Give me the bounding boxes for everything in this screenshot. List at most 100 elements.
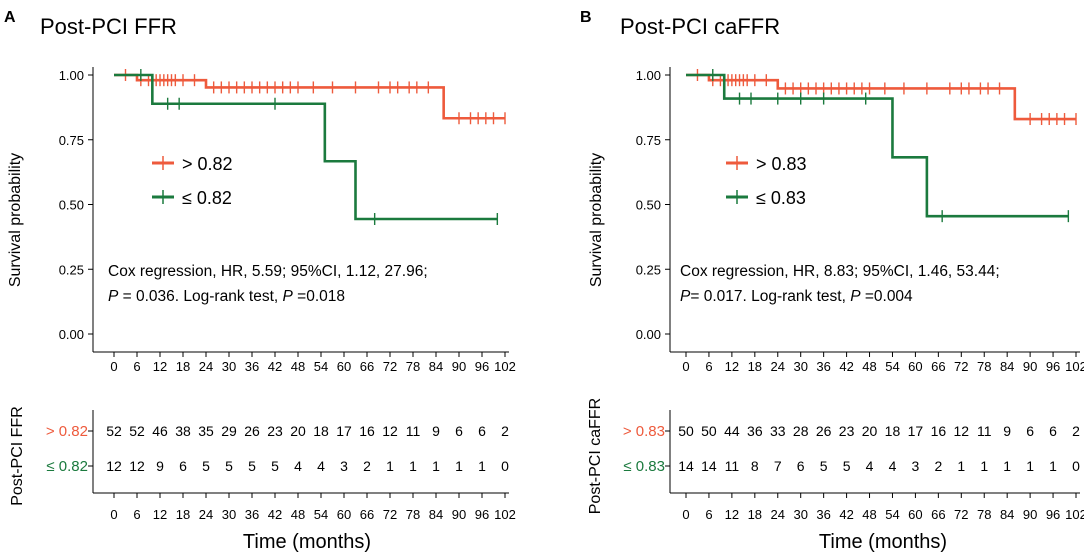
risk-x-tick-label: 18 [748, 507, 762, 522]
x-tick-label: 96 [1046, 359, 1060, 374]
risk-count: 1 [957, 458, 965, 474]
risk-count: 9 [156, 458, 164, 474]
risk-count: 5 [271, 458, 279, 474]
risk-row-label-high: > 0.83 [623, 423, 665, 440]
x-tick-label: 102 [494, 359, 516, 374]
x-tick-label: 6 [133, 359, 140, 374]
risk-count: 23 [839, 423, 855, 439]
risk-count: 17 [336, 423, 352, 439]
risk-count: 5 [225, 458, 233, 474]
x-tick-label: 78 [406, 359, 420, 374]
x-tick-label: 60 [908, 359, 922, 374]
risk-count: 14 [701, 458, 717, 474]
x-tick-label: 102 [1065, 359, 1084, 374]
risk-count: 5 [843, 458, 851, 474]
risk-count: 1 [478, 458, 486, 474]
risk-x-tick-label: 60 [337, 507, 351, 522]
x-tick-label: 0 [110, 359, 117, 374]
x-tick-label: 12 [725, 359, 739, 374]
risk-count: 11 [406, 423, 421, 439]
risk-count: 5 [202, 458, 210, 474]
risk-count: 12 [382, 423, 398, 439]
risk-count: 29 [221, 423, 237, 439]
risk-count: 1 [455, 458, 463, 474]
risk-x-tick-label: 18 [176, 507, 190, 522]
risk-x-tick-label: 72 [954, 507, 968, 522]
risk-count: 4 [317, 458, 325, 474]
y-tick-label: 0.00 [59, 327, 84, 342]
x-tick-label: 42 [839, 359, 853, 374]
x-axis-label: Time (months) [243, 531, 371, 553]
x-tick-label: 36 [245, 359, 259, 374]
risk-count: 52 [129, 423, 145, 439]
x-tick-label: 54 [885, 359, 899, 374]
x-tick-label: 90 [452, 359, 466, 374]
risk-count: 2 [934, 458, 942, 474]
risk-count: 4 [294, 458, 302, 474]
risk-count: 44 [724, 423, 740, 439]
risk-x-tick-label: 30 [793, 507, 807, 522]
risk-x-tick-label: 54 [314, 507, 328, 522]
x-tick-label: 18 [748, 359, 762, 374]
risk-count: 8 [751, 458, 759, 474]
risk-count: 16 [359, 423, 375, 439]
risk-count: 0 [1072, 458, 1080, 474]
survival-curve-high [114, 73, 505, 120]
risk-count: 2 [1072, 423, 1080, 439]
risk-count: 11 [725, 458, 740, 474]
risk-count: 5 [820, 458, 828, 474]
risk-x-tick-label: 84 [1000, 507, 1014, 522]
risk-count: 17 [908, 423, 924, 439]
risk-x-tick-label: 66 [931, 507, 945, 522]
panel-title: Post-PCI FFR [40, 14, 177, 39]
risk-count: 0 [501, 458, 509, 474]
risk-count: 1 [1003, 458, 1011, 474]
legend-label-high: > 0.83 [756, 154, 807, 174]
risk-x-tick-label: 42 [839, 507, 853, 522]
risk-x-tick-label: 84 [429, 507, 443, 522]
x-tick-label: 54 [314, 359, 328, 374]
risk-count: 6 [478, 423, 486, 439]
x-tick-label: 18 [176, 359, 190, 374]
x-tick-label: 48 [291, 359, 305, 374]
risk-x-tick-label: 78 [977, 507, 991, 522]
risk-count: 1 [432, 458, 440, 474]
risk-table-y-label: Post-PCI caFFR [587, 398, 604, 514]
survival-curve-low [686, 73, 1069, 218]
risk-x-tick-label: 12 [153, 507, 167, 522]
risk-count: 7 [774, 458, 782, 474]
risk-count: 1 [1049, 458, 1057, 474]
risk-x-tick-label: 102 [1065, 507, 1084, 522]
risk-count: 1 [386, 458, 394, 474]
risk-x-tick-label: 36 [816, 507, 830, 522]
risk-x-tick-label: 36 [245, 507, 259, 522]
risk-count: 23 [267, 423, 283, 439]
risk-x-tick-label: 0 [110, 507, 117, 522]
risk-x-tick-label: 90 [1023, 507, 1037, 522]
risk-count: 12 [129, 458, 145, 474]
x-tick-label: 66 [360, 359, 374, 374]
risk-x-tick-label: 96 [475, 507, 489, 522]
risk-count: 26 [244, 423, 260, 439]
x-tick-label: 84 [1000, 359, 1014, 374]
risk-count: 28 [793, 423, 809, 439]
risk-count: 2 [501, 423, 509, 439]
legend: > 0.82 ≤ 0.82 [152, 154, 233, 208]
risk-count: 20 [862, 423, 878, 439]
x-tick-label: 66 [931, 359, 945, 374]
risk-x-tick-label: 30 [222, 507, 236, 522]
x-tick-label: 90 [1023, 359, 1037, 374]
risk-x-tick-label: 102 [494, 507, 516, 522]
risk-count: 1 [980, 458, 988, 474]
risk-count: 5 [248, 458, 256, 474]
risk-x-tick-label: 66 [360, 507, 374, 522]
log-rank-text: P = 0.036. Log-rank test, P =0.018 [108, 288, 345, 305]
risk-count: 26 [816, 423, 832, 439]
y-tick-label: 1.00 [636, 68, 661, 83]
y-tick-label: 0.50 [636, 198, 661, 213]
risk-count: 1 [409, 458, 417, 474]
risk-x-tick-label: 12 [725, 507, 739, 522]
risk-count: 12 [954, 423, 970, 439]
risk-count: 36 [747, 423, 763, 439]
x-tick-label: 0 [682, 359, 689, 374]
